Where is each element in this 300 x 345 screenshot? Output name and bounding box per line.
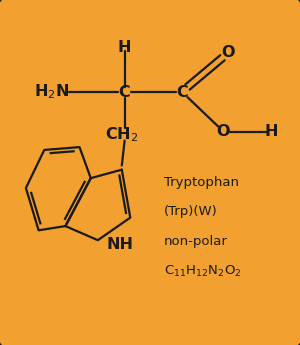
Text: CH$_2$: CH$_2$: [105, 125, 138, 144]
Text: C: C: [177, 85, 188, 100]
Text: H$_2$N: H$_2$N: [34, 83, 69, 101]
Text: O: O: [217, 124, 230, 139]
Text: H: H: [118, 40, 131, 55]
Text: H: H: [265, 124, 278, 139]
Text: Tryptophan: Tryptophan: [164, 176, 239, 189]
Text: NH: NH: [106, 237, 133, 252]
Text: non-polar: non-polar: [164, 235, 228, 248]
Text: (Trp)(W): (Trp)(W): [164, 206, 218, 218]
Text: O: O: [221, 45, 234, 60]
Text: C: C: [119, 85, 130, 100]
Text: C$_{11}$H$_{12}$N$_2$O$_2$: C$_{11}$H$_{12}$N$_2$O$_2$: [164, 264, 242, 279]
